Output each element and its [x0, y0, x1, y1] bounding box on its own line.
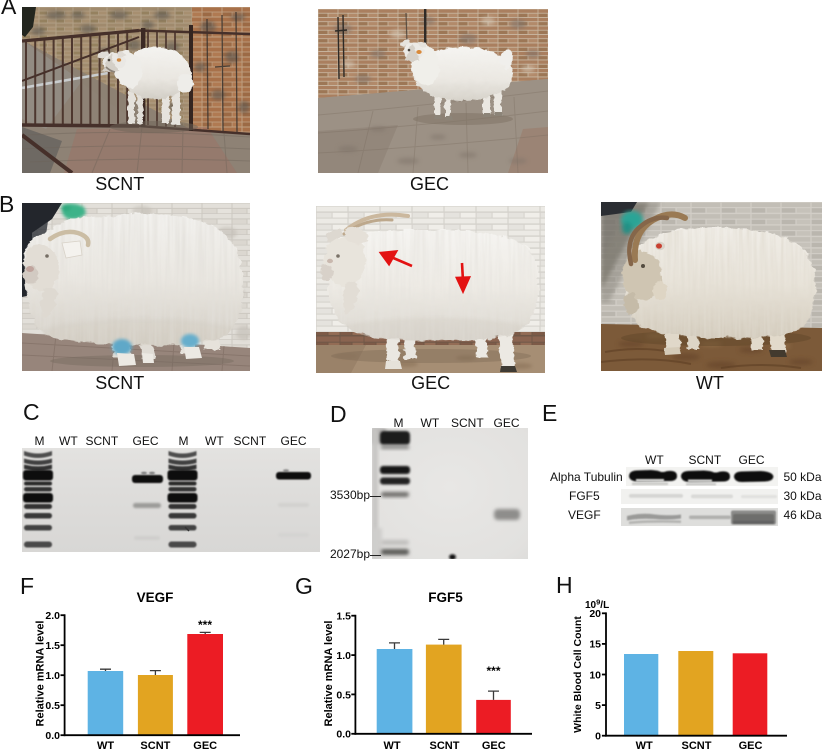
svg-text:WT: WT	[383, 740, 400, 751]
svg-text:VEGF: VEGF	[137, 590, 174, 605]
svg-text:1.5: 1.5	[45, 640, 60, 652]
svg-text:0.0: 0.0	[45, 730, 60, 742]
svg-text:SCNT: SCNT	[682, 740, 712, 751]
svg-text:109/L: 109/L	[585, 598, 609, 612]
svg-text:***: ***	[486, 664, 500, 678]
svg-text:20: 20	[589, 608, 601, 620]
svg-text:WT: WT	[97, 740, 114, 751]
svg-text:0: 0	[595, 731, 601, 743]
svg-text:0.5: 0.5	[45, 700, 60, 712]
svg-text:WT: WT	[636, 740, 653, 751]
svg-text:5: 5	[595, 700, 601, 712]
svg-text:1.0: 1.0	[45, 670, 60, 682]
svg-text:Relative mRNA level: Relative mRNA level	[323, 621, 335, 727]
svg-text:GEC: GEC	[193, 740, 217, 751]
svg-text:GEC: GEC	[739, 740, 763, 751]
svg-text:***: ***	[198, 618, 212, 632]
svg-text:0.0: 0.0	[336, 729, 351, 741]
svg-text:SCNT: SCNT	[140, 740, 170, 751]
svg-text:White Blood Cell Count: White Blood Cell Count	[572, 616, 584, 733]
svg-text:1.0: 1.0	[336, 650, 351, 662]
svg-text:Relative mRNA level: Relative mRNA level	[35, 621, 47, 727]
svg-text:15: 15	[589, 639, 601, 651]
svg-text:GEC: GEC	[482, 740, 506, 751]
svg-text:0.5: 0.5	[336, 689, 351, 701]
svg-text:2.0: 2.0	[45, 610, 60, 622]
svg-text:1.5: 1.5	[336, 611, 351, 623]
svg-text:SCNT: SCNT	[430, 740, 460, 751]
svg-text:10: 10	[589, 669, 601, 681]
svg-text:FGF5: FGF5	[428, 590, 463, 605]
